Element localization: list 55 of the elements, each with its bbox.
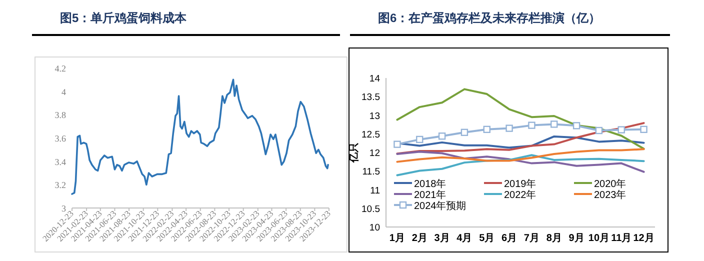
legend-label: 2022年 (504, 189, 536, 201)
y-tick-label: 10 (369, 222, 380, 234)
x-tick-label: 12月 (633, 233, 654, 244)
line-series (396, 88, 645, 150)
x-tick-label: 3月 (434, 233, 450, 244)
x-tick-label: 8月 (546, 233, 562, 244)
point (550, 120, 558, 128)
point (572, 122, 580, 130)
line-series (71, 78, 329, 195)
line-series (396, 148, 645, 163)
point (460, 128, 468, 136)
x-tick-label: 11月 (611, 233, 632, 244)
x-tick-label: 2月 (412, 233, 428, 244)
x-tick-label: 10月 (588, 233, 610, 244)
legend-label: 2023年 (594, 189, 626, 201)
point (618, 126, 625, 134)
y-tick-label: 11 (370, 185, 380, 196)
y-tick-label: 3.6 (54, 134, 66, 144)
y-tick-label: 4 (62, 86, 66, 97)
chart-title: 图6：在产蛋鸡存栏及未来存栏推演（亿） (378, 11, 601, 25)
legend-label: 2021年 (414, 189, 446, 201)
y-tick-label: 3.4 (54, 156, 66, 167)
legend-label: 2024年预期 (414, 200, 466, 212)
x-tick-label: 6月 (502, 233, 518, 244)
x-tick-label: 7月 (524, 233, 540, 244)
x-tick-label: 9月 (568, 233, 584, 244)
line-series (396, 122, 645, 155)
legend-label: 2020年 (594, 178, 626, 190)
y-tick-label: 10.5 (362, 204, 380, 215)
y-tick-label: 12.5 (362, 129, 380, 140)
y-tick-label: 4.2 (54, 64, 66, 74)
y-tick-label: 13 (369, 110, 380, 122)
x-tick-label: 4月 (456, 233, 472, 244)
point (640, 126, 648, 134)
x-tick-label: 1月 (389, 233, 405, 244)
point (416, 136, 424, 144)
legend-label: 2018年 (414, 178, 446, 190)
line-series (396, 154, 645, 176)
line-series (396, 150, 645, 173)
y-tick-label: 3.2 (54, 180, 66, 190)
y-tick-label: 11.5 (362, 166, 380, 178)
point (506, 124, 513, 132)
point (528, 122, 536, 129)
y-tick-label: 14 (369, 74, 380, 84)
y-tick-label: 13.5 (362, 92, 380, 104)
y-tick-label: 3 (62, 204, 66, 214)
point (394, 140, 401, 148)
x-tick-label: 5月 (479, 233, 495, 244)
legend-label: 2019年 (504, 178, 536, 190)
point (438, 132, 446, 140)
point (483, 126, 490, 134)
chart-title: 图5：单斤鸡蛋饲料成本 (60, 11, 188, 25)
y-tick-label: 12 (369, 148, 380, 159)
point (595, 126, 603, 134)
y-tick-label: 3.8 (54, 110, 66, 120)
